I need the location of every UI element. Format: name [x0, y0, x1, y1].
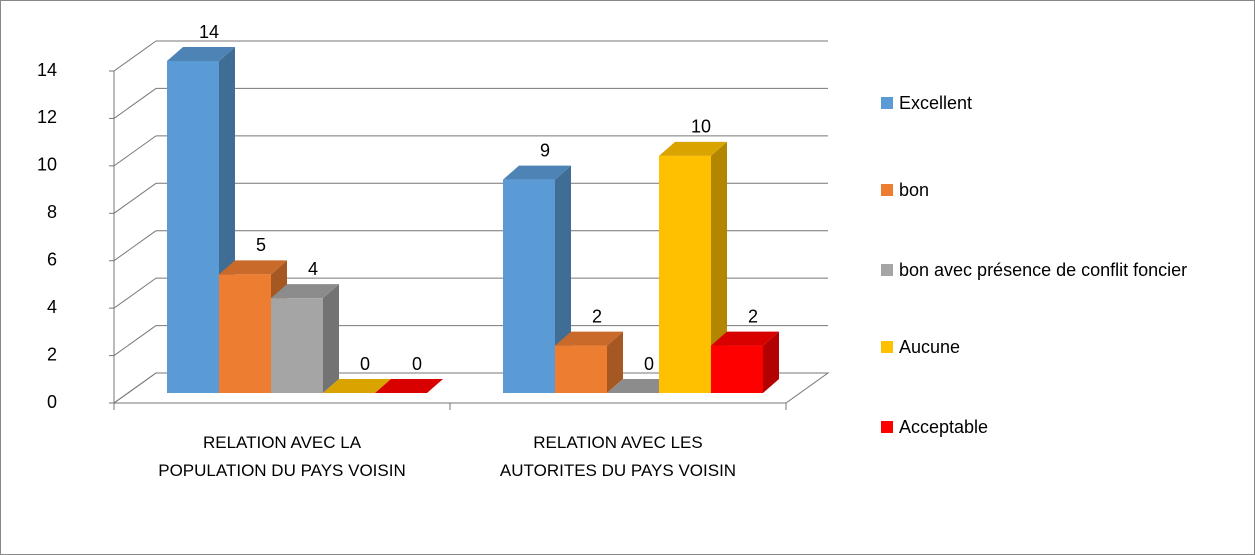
bar: [271, 284, 339, 393]
bar-front: [219, 274, 271, 393]
value-label: 4: [308, 259, 318, 279]
value-label: 0: [360, 354, 370, 374]
bar: [659, 141, 727, 393]
bar-front: [555, 345, 607, 393]
bar-front: [503, 179, 555, 393]
legend-label: bon avec présence de conflit foncier: [899, 260, 1188, 280]
grid-line: [113, 372, 157, 404]
bar-side: [323, 284, 339, 393]
bar-front: [167, 61, 219, 393]
x-tick-label: RELATION AVEC LA POPULATION DU PAYS VOIS…: [158, 433, 406, 480]
value-label: 2: [748, 306, 758, 326]
value-label: 10: [691, 117, 711, 137]
bar: [323, 379, 391, 393]
legend-swatch: [881, 421, 893, 433]
y-tick-label: 12: [37, 107, 57, 127]
bar: [375, 379, 443, 393]
y-tick-label: 2: [47, 344, 57, 364]
y-tick-label: 4: [47, 297, 57, 317]
value-label: 14: [199, 22, 219, 42]
value-label: 0: [412, 354, 422, 374]
legend-label: bon: [899, 180, 930, 200]
bar-top: [219, 260, 287, 275]
bar-top: [323, 379, 391, 393]
grid-line: [113, 277, 157, 309]
bar-top: [607, 379, 675, 393]
bar-front: [711, 345, 763, 393]
bar-top: [167, 47, 235, 61]
grid-line: [113, 88, 157, 119]
bar-front: [271, 298, 323, 393]
legend-item: bon: [881, 176, 1241, 204]
value-label: 5: [256, 235, 266, 255]
legend-swatch: [881, 341, 893, 353]
y-tick-label: 6: [47, 249, 57, 269]
y-tick-label: 8: [47, 202, 57, 222]
grid-line: [113, 182, 157, 214]
bar-side: [607, 331, 623, 393]
bar-side: [763, 331, 779, 393]
bar-front: [659, 155, 711, 393]
x-tick-label: RELATION AVEC LES AUTORITES DU PAYS VOIS…: [499, 433, 737, 480]
legend-swatch: [881, 264, 893, 276]
legend-item: Aucune: [881, 333, 1241, 361]
legend-label: Aucune: [899, 337, 961, 357]
legend-item: Excellent: [881, 89, 1241, 117]
bar-top: [711, 331, 779, 346]
legend-swatch: [881, 184, 893, 196]
grid-line: [113, 230, 157, 262]
legend-label: Excellent: [899, 93, 973, 113]
bar-top: [659, 141, 727, 156]
bar: [555, 331, 623, 393]
legend-item: bon avec présence de conflit foncier: [881, 256, 1241, 284]
bar-top: [271, 284, 339, 299]
value-label: 2: [592, 306, 602, 326]
value-label: 9: [540, 140, 550, 160]
grid-line: [113, 40, 157, 72]
grid-line: [113, 325, 157, 356]
legend-label: Acceptable: [899, 417, 989, 437]
bar: [503, 165, 571, 393]
y-tick-label: 14: [37, 60, 57, 80]
bar: [711, 331, 779, 393]
bar-side: [711, 141, 727, 393]
legend-item: Acceptable: [881, 413, 1241, 441]
grid-line: [113, 135, 157, 167]
y-tick-label: 10: [37, 155, 57, 175]
bar: [607, 379, 675, 393]
legend-swatch: [881, 97, 893, 109]
bar: [167, 47, 235, 393]
value-label: 0: [644, 354, 654, 374]
y-tick-label: 0: [47, 392, 57, 412]
bar-top: [375, 379, 443, 393]
bar-top: [503, 165, 571, 180]
bar-top: [555, 331, 623, 346]
